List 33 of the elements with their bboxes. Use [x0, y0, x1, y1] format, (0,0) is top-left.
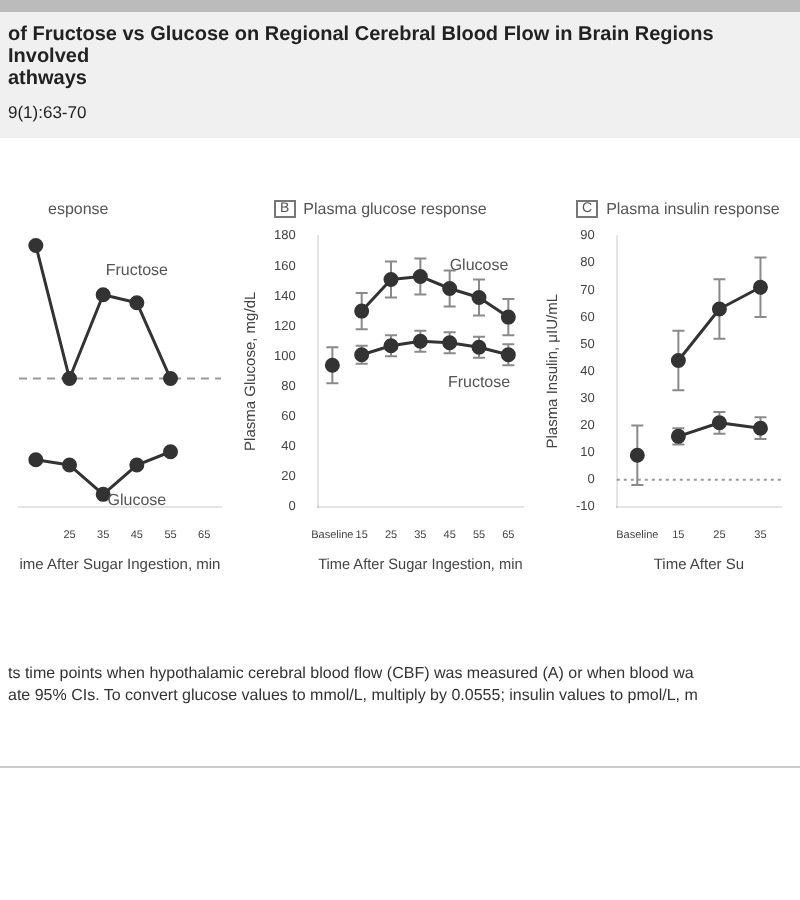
point [752, 279, 768, 295]
point [711, 415, 727, 431]
point [28, 237, 44, 253]
point [471, 290, 487, 306]
series-label: Fructose [447, 373, 512, 392]
point [442, 280, 458, 296]
text: ts time points when hypothalamic cerebral blood flow (CBF) was measured (A) or when blood wa [8, 662, 696, 685]
chart-title: Plasma glucose response [303, 199, 487, 217]
point [95, 287, 111, 303]
text: ate 95% CIs. To convert glucose values to mmol/L, multiply by 0.0555; insulin values to pmol/L, m [8, 684, 700, 707]
point [383, 271, 399, 287]
point [163, 444, 178, 460]
series-label: Fructose [105, 260, 170, 279]
point [129, 457, 145, 473]
point [28, 452, 44, 468]
text: athways [8, 68, 89, 90]
point [324, 357, 340, 373]
chart-title: Plasma insulin response [606, 199, 780, 217]
point [129, 295, 145, 311]
point [629, 447, 645, 463]
point [354, 303, 370, 319]
point [500, 309, 516, 325]
point [670, 352, 686, 368]
point [62, 457, 77, 473]
series-label: Glucose [107, 491, 168, 510]
chart-title: esponse [48, 199, 109, 217]
text: 9(1):63-70 [8, 102, 89, 122]
point [711, 301, 727, 317]
point [752, 420, 768, 436]
point [412, 268, 428, 284]
point [163, 371, 178, 387]
point [62, 371, 77, 387]
series-label: Glucose [449, 255, 510, 274]
